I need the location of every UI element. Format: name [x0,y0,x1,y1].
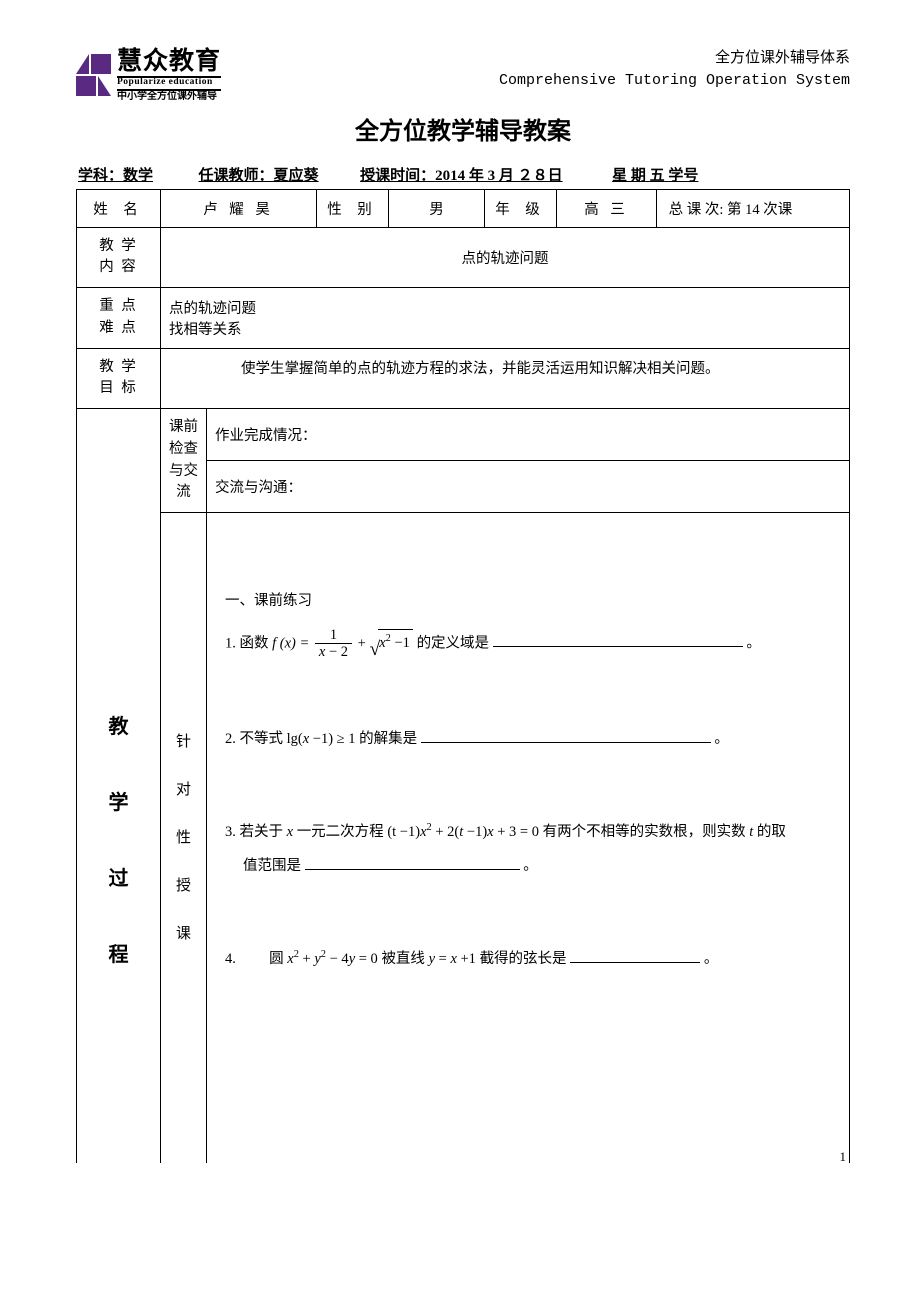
key-label: 重 点 难 点 [77,288,161,349]
section-heading: 一、课前练习 [225,588,831,616]
day-value: 五 [650,168,665,184]
table-row: 重 点 难 点 点的轨迹问题 找相等关系 [77,288,850,349]
table-row: 教 学 内 容 点的轨迹问题 [77,227,850,288]
content-body: 一、课前练习 1. 函数 f (x) = 1 x − 2 + √ x2 −1 [207,513,850,1163]
side-char: 课 [176,910,191,958]
blank-line[interactable] [421,729,711,743]
proc-char: 教 [109,689,129,765]
logo-en: Popularize education [117,76,221,91]
content-label: 教 学 内 容 [77,227,161,288]
goal-value: 使学生掌握简单的点的轨迹方程的求法，并能灵活运用知识解决相关问题。 [161,348,850,409]
precheck-label: 课前 检查 与交 流 [161,409,207,513]
lessons-value: 第 14 次课 [727,202,792,218]
logo-text: 慧众教育 Popularize education 中小学全方位课外辅导 [117,48,221,103]
subject-label: 学科： [78,168,123,184]
goal-label: 教 学 目 标 [77,348,161,409]
header-right-en: Comprehensive Tutoring Operation System [499,70,850,92]
logo-icon [76,54,111,96]
name-value: 卢 耀 昊 [161,189,317,227]
logo-sub: 中小学全方位课外辅导 [117,92,221,103]
process-side: 教 学 过 程 [77,409,161,1163]
form-table: 姓 名 卢 耀 昊 性 别 男 年 级 高 三 总 课 次: 第 14 次课 教… [76,189,850,1163]
lessons-label: 总 课 次: [669,202,724,218]
proc-char: 程 [109,917,129,993]
table-row: 教 学 目 标 使学生掌握简单的点的轨迹方程的求法，并能灵活运用知识解决相关问题… [77,348,850,409]
time-label: 授课时间： [360,168,435,184]
teacher-label: 任课教师： [199,168,274,184]
header-right-cn: 全方位课外辅导体系 [499,48,850,70]
question-1: 1. 函数 f (x) = 1 x − 2 + √ x2 −1 的定义域是 [225,628,831,660]
blank-line[interactable] [493,633,743,647]
subject-value: 数学 [123,168,153,184]
table-row: 针 对 性 授 课 一、课前练习 1. 函数 f (x) = 1 x − 2 [77,513,850,1163]
meta-line: 学科：数学 任课教师：夏应葵 授课时间：2014 年 3 月 ２８日 星 期 五… [78,164,850,185]
key-value: 点的轨迹问题 找相等关系 [161,288,850,349]
side-char: 授 [176,862,191,910]
sid-label: 学号 [668,168,698,184]
grade-label: 年 级 [485,189,557,227]
key-line1: 点的轨迹问题 [169,297,841,318]
blank-line[interactable] [305,856,520,870]
table-row: 姓 名 卢 耀 昊 性 别 男 年 级 高 三 总 课 次: 第 14 次课 [77,189,850,227]
table-row: 教 学 过 程 课前 检查 与交 流 作业完成情况： [77,409,850,461]
sqrt-icon: √ x2 −1 [369,629,412,658]
side-char: 针 [176,718,191,766]
question-2: 2. 不等式 lg(x −1) ≥ 1 的解集是 。 [225,726,831,754]
grade-value: 高 三 [557,189,657,227]
teacher-value: 夏应葵 [274,168,319,184]
logo-cn: 慧众教育 [117,48,221,74]
targeted-side: 针 对 性 授 课 [161,513,207,1163]
page: 慧众教育 Popularize education 中小学全方位课外辅导 全方位… [0,0,920,1183]
question-4: 4. 圆 x2 + y2 − 4y = 0 被直线 y = x +1 截得的弦长… [225,946,831,974]
question-3: 3. 若关于 x 一元二次方程 (t −1)x2 + 2(t −1)x + 3 … [225,819,831,880]
time-value: 2014 年 3 月 ２８日 [435,168,563,184]
header: 慧众教育 Popularize education 中小学全方位课外辅导 全方位… [76,48,850,103]
doc-title: 全方位教学辅导教案 [76,111,850,146]
communication: 交流与沟通： [207,461,850,513]
proc-char: 过 [109,841,129,917]
logo-block: 慧众教育 Popularize education 中小学全方位课外辅导 [76,48,221,103]
side-char: 对 [176,766,191,814]
blank-line[interactable] [570,950,700,964]
side-char: 性 [176,814,191,862]
name-label: 姓 名 [77,189,161,227]
homework-status: 作业完成情况： [207,409,850,461]
header-right: 全方位课外辅导体系 Comprehensive Tutoring Operati… [499,48,850,92]
lessons-cell: 总 课 次: 第 14 次课 [657,189,850,227]
content-value: 点的轨迹问题 [161,227,850,288]
fraction-icon: 1 x − 2 [315,628,352,660]
gender-label: 性 别 [317,189,389,227]
proc-char: 学 [109,765,129,841]
gender-value: 男 [389,189,485,227]
day-label: 星 期 [612,168,646,184]
key-line2: 找相等关系 [169,318,841,339]
page-number: 1 [840,1149,847,1165]
